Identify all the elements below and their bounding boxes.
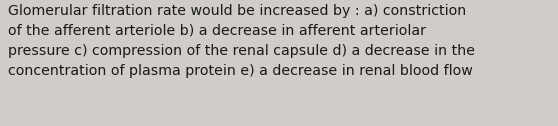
Text: Glomerular filtration rate would be increased by : a) constriction
of the affere: Glomerular filtration rate would be incr… — [8, 4, 475, 78]
